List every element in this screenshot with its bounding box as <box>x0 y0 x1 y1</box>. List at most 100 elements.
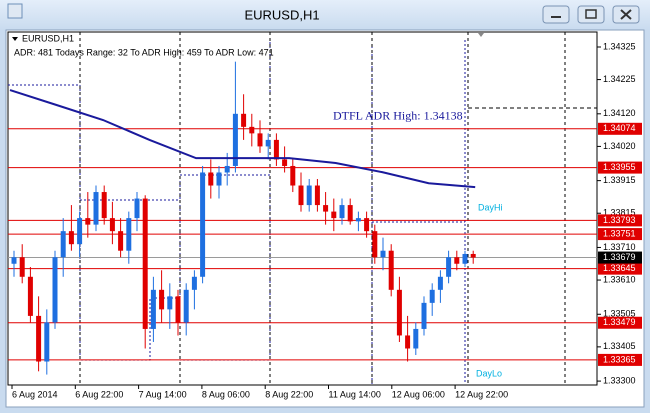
y-tick-label: 1.34020 <box>603 141 636 151</box>
current-price-label: 1.33679 <box>603 252 636 262</box>
x-tick-label: 8 Aug 22:00 <box>265 389 313 399</box>
candle-body <box>150 289 156 329</box>
candle-body <box>331 211 337 219</box>
candle-body <box>85 218 91 225</box>
candle-body <box>191 276 197 290</box>
y-tick-label: 1.33300 <box>603 375 636 385</box>
candle-body <box>462 253 468 264</box>
candle-body <box>249 126 255 134</box>
candle-body <box>421 302 427 329</box>
candle-body <box>405 335 411 349</box>
candle-body <box>175 296 181 323</box>
app-icon <box>7 3 23 19</box>
level-label: 1.33645 <box>603 263 636 273</box>
candle-body <box>380 250 386 258</box>
restore-button[interactable] <box>577 5 605 24</box>
current-price-bg <box>598 251 642 264</box>
candle-body <box>93 192 99 225</box>
adr-high-label: DTFL ADR High: 1.34138 <box>333 109 463 123</box>
candle-body <box>470 253 476 258</box>
candle-body <box>101 192 107 219</box>
candle-body <box>454 257 460 264</box>
level-label-bg <box>598 122 642 135</box>
y-tick-label: 1.33915 <box>603 175 636 185</box>
x-tick-label: 8 Aug 06:00 <box>202 389 250 399</box>
candle-body <box>44 322 50 362</box>
level-label-bg <box>598 228 642 241</box>
level-label: 1.33751 <box>603 228 636 238</box>
candle-body <box>314 185 320 206</box>
candle-body <box>36 315 42 362</box>
adr-info: ADR: 481 Todays Range: 32 To ADR High: 4… <box>14 47 274 57</box>
candle-body <box>142 198 148 329</box>
symbol-label: EURUSD,H1 <box>22 33 74 43</box>
candle-body <box>68 231 74 245</box>
level-label-bg <box>598 353 642 366</box>
candle-body <box>372 231 378 258</box>
candle-body <box>216 172 222 186</box>
candle-body <box>232 113 238 166</box>
candle-body <box>134 198 140 219</box>
x-tick-label: 6 Aug 22:00 <box>75 389 123 399</box>
shift-marker <box>478 33 484 37</box>
y-tick-label: 1.34120 <box>603 108 636 118</box>
candle-body <box>60 231 66 258</box>
candle-body <box>224 165 230 173</box>
candle-body <box>11 257 17 264</box>
candle-body <box>200 172 206 277</box>
candle-body <box>241 113 247 127</box>
x-tick-label: 12 Aug 06:00 <box>392 389 445 399</box>
y-tick-label: 1.33710 <box>603 242 636 252</box>
candle-body <box>347 205 353 222</box>
day-lo-label: DayLo <box>476 368 502 378</box>
candle-body <box>52 257 58 323</box>
x-tick-label: 11 Aug 14:00 <box>329 389 381 399</box>
candle-body <box>437 276 443 290</box>
title-bar <box>0 0 650 30</box>
candle-body <box>257 133 263 147</box>
candle-body <box>167 296 173 310</box>
candle-body <box>388 250 394 290</box>
candle-body <box>413 328 419 349</box>
level-label: 1.33793 <box>603 215 636 225</box>
candle-body <box>19 257 25 277</box>
candle-body <box>77 218 83 245</box>
level-label-bg <box>598 214 642 227</box>
candle-body <box>118 231 124 251</box>
level-label: 1.33365 <box>603 354 636 364</box>
level-label-bg <box>598 316 642 329</box>
minimize-button[interactable] <box>542 5 570 24</box>
day-hi-label: DayHi <box>478 202 503 212</box>
candle-body <box>159 289 165 310</box>
y-tick-label: 1.33610 <box>603 274 636 284</box>
y-tick-label: 1.33505 <box>603 309 636 319</box>
moving-average <box>9 89 476 189</box>
candle-body <box>265 139 271 147</box>
level-label: 1.33479 <box>603 317 636 327</box>
y-tick-label: 1.34225 <box>603 74 636 84</box>
restore-icon <box>585 9 597 19</box>
candle-body <box>208 172 214 186</box>
y-tick-label: 1.33405 <box>603 341 636 351</box>
level-label: 1.34074 <box>603 123 636 133</box>
candle-body <box>290 165 296 186</box>
window-title: EURUSD,H1 <box>244 7 319 22</box>
candle-body <box>109 218 115 232</box>
candle-body <box>183 289 189 323</box>
x-tick-label: 12 Aug 22:00 <box>455 389 508 399</box>
y-tick-label: 1.33815 <box>603 208 636 218</box>
level-label: 1.33955 <box>603 162 636 172</box>
candle-body <box>396 289 402 336</box>
candle-body <box>323 205 329 212</box>
candle-body <box>126 218 132 251</box>
x-tick-label: 6 Aug 2014 <box>12 389 58 399</box>
y-tick-label: 1.34325 <box>603 41 636 51</box>
candle-body <box>306 185 312 206</box>
day-separators <box>79 32 566 385</box>
candle-body <box>282 159 288 166</box>
candle-body <box>298 185 304 206</box>
x-tick-label: 7 Aug 14:00 <box>139 389 187 399</box>
candle-body <box>355 218 361 222</box>
menu-triangle[interactable] <box>12 37 18 41</box>
